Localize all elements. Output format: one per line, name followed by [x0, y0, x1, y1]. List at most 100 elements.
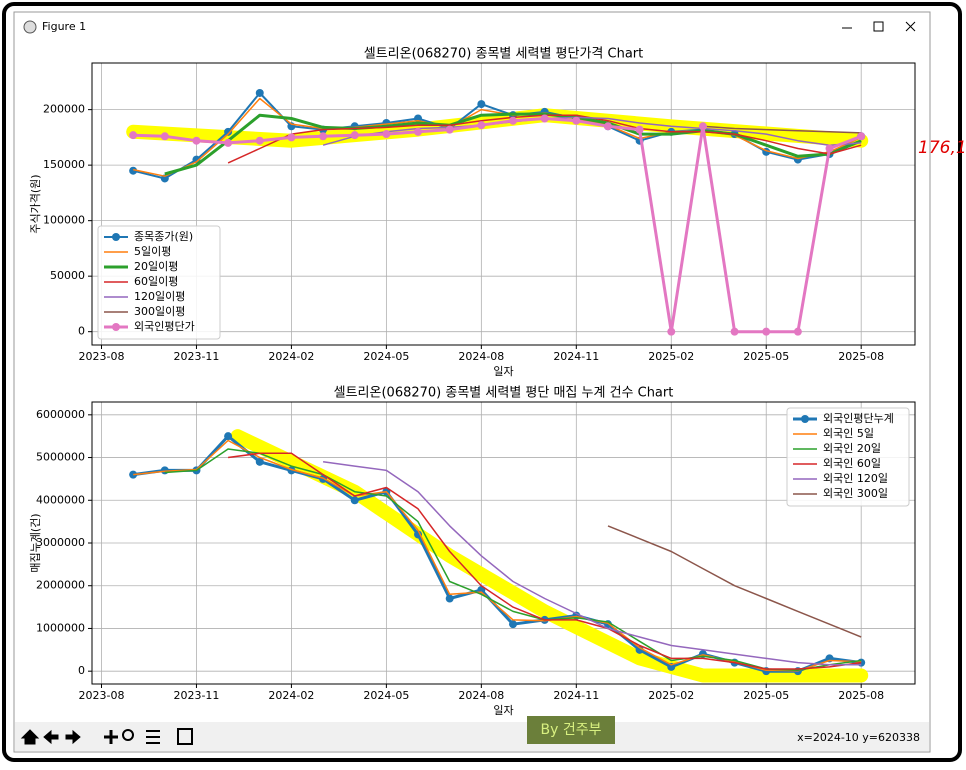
x-tick-label: 2023-11 [173, 689, 219, 702]
data-point [255, 136, 264, 145]
legend-label: 외국인 120일 [823, 471, 888, 485]
data-point [382, 130, 391, 139]
y-tick-label: 0 [78, 664, 85, 677]
x-tick-label: 2023-11 [173, 350, 219, 363]
y-tick-label: 1000000 [36, 621, 85, 634]
back-button[interactable] [43, 729, 59, 745]
y-axis-label: 주식가격(원) [29, 174, 42, 233]
x-tick-label: 2024-02 [268, 689, 314, 702]
legend-label: 120일이평 [134, 289, 185, 303]
data-point [762, 327, 771, 336]
series-line [133, 117, 862, 334]
toolbar [15, 722, 929, 751]
legend-label: 300일이평 [134, 304, 185, 318]
status-text: x=2024-10 y=620338 [797, 731, 920, 744]
data-point [160, 132, 169, 141]
data-point [445, 594, 454, 603]
series-line [322, 116, 862, 146]
legend-label: 외국인 5일 [823, 426, 874, 440]
data-point [129, 470, 138, 479]
y-axis-label: 매집누계(건) [29, 513, 42, 572]
data-point [129, 131, 138, 140]
x-tick-label: 2024-08 [458, 689, 504, 702]
x-tick-label: 2023-08 [79, 350, 125, 363]
data-point [319, 132, 328, 141]
y-tick-label: 4000000 [36, 493, 85, 506]
pan-button[interactable] [104, 730, 118, 744]
x-tick-label: 2025-05 [743, 350, 789, 363]
home-button[interactable] [20, 729, 40, 745]
data-point [667, 327, 676, 336]
plot-frame [91, 401, 916, 685]
data-point [224, 138, 233, 147]
data-point [572, 116, 581, 125]
legend-marker [801, 415, 809, 423]
x-tick-label: 2024-05 [363, 350, 409, 363]
legend-label: 5일이평 [134, 244, 171, 258]
series-line [164, 112, 862, 176]
legend-label: 20일이평 [134, 259, 178, 273]
data-point [635, 645, 644, 654]
maximize[interactable] [873, 21, 884, 32]
x-tick-label: 2024-05 [363, 689, 409, 702]
watermark-box [527, 716, 615, 744]
data-point [477, 121, 486, 130]
data-point [129, 166, 138, 175]
data-point [603, 122, 612, 131]
y-tick-label: 150000 [43, 158, 85, 171]
data-point [793, 327, 802, 336]
x-tick-label: 2025-02 [648, 689, 694, 702]
x-tick-label: 2023-08 [79, 689, 125, 702]
legend-box [97, 225, 221, 340]
data-point [224, 432, 233, 441]
y-tick-label: 5000000 [36, 451, 85, 464]
y-tick-label: 2000000 [36, 579, 85, 592]
legend-label: 외국인 20일 [823, 441, 881, 455]
data-point [350, 496, 359, 505]
close[interactable] [905, 21, 916, 32]
y-tick-label: 100000 [43, 214, 85, 227]
y-tick-label: 50000 [50, 269, 85, 282]
series-line [164, 448, 862, 672]
legend-label: 외국인 300일 [823, 486, 888, 500]
annotation: 176,162 [918, 138, 966, 158]
data-point [287, 133, 296, 142]
watermark: By 건주부 [541, 722, 602, 738]
data-point [825, 144, 834, 153]
data-point [192, 155, 201, 164]
x-tick-label: 2025-05 [743, 689, 789, 702]
data-point [224, 127, 233, 136]
data-point [540, 114, 549, 123]
y-tick-label: 6000000 [36, 408, 85, 421]
x-axis-label: 일자 [493, 703, 513, 717]
data-point [255, 457, 264, 466]
chart-title: 셀트리온(068270) 종목별 세력별 평단 매집 누계 건수 Chart [334, 386, 674, 401]
data-point [192, 136, 201, 145]
x-tick-label: 2024-11 [553, 689, 599, 702]
legend-label: 종목종가(원) [134, 230, 193, 243]
series-line [133, 97, 862, 177]
data-point [255, 88, 264, 97]
zoom-button[interactable] [122, 729, 134, 741]
legend-label: 외국인평단가 [134, 320, 195, 333]
series-line [228, 452, 862, 670]
series-line [607, 525, 862, 638]
legend-label: 60일이평 [134, 274, 178, 288]
data-point [350, 131, 359, 140]
x-tick-label: 2025-08 [838, 350, 884, 363]
legend-label: 외국인 60일 [823, 456, 881, 470]
data-point [445, 125, 454, 134]
x-axis-label: 일자 [493, 364, 513, 378]
app-icon [23, 20, 37, 34]
chart-title: 셀트리온(068270) 종목별 세력별 평단가격 Chart [364, 47, 643, 62]
forward-button[interactable] [65, 729, 81, 745]
data-point [477, 100, 486, 109]
legend-label: 외국인평단누계 [823, 412, 894, 425]
x-tick-label: 2024-08 [458, 350, 504, 363]
toolbar-icons [20, 728, 193, 745]
data-point [857, 132, 866, 141]
save-button[interactable] [177, 728, 193, 745]
legend-marker [112, 233, 120, 241]
configure-button[interactable] [146, 730, 160, 744]
data-point [508, 116, 517, 125]
